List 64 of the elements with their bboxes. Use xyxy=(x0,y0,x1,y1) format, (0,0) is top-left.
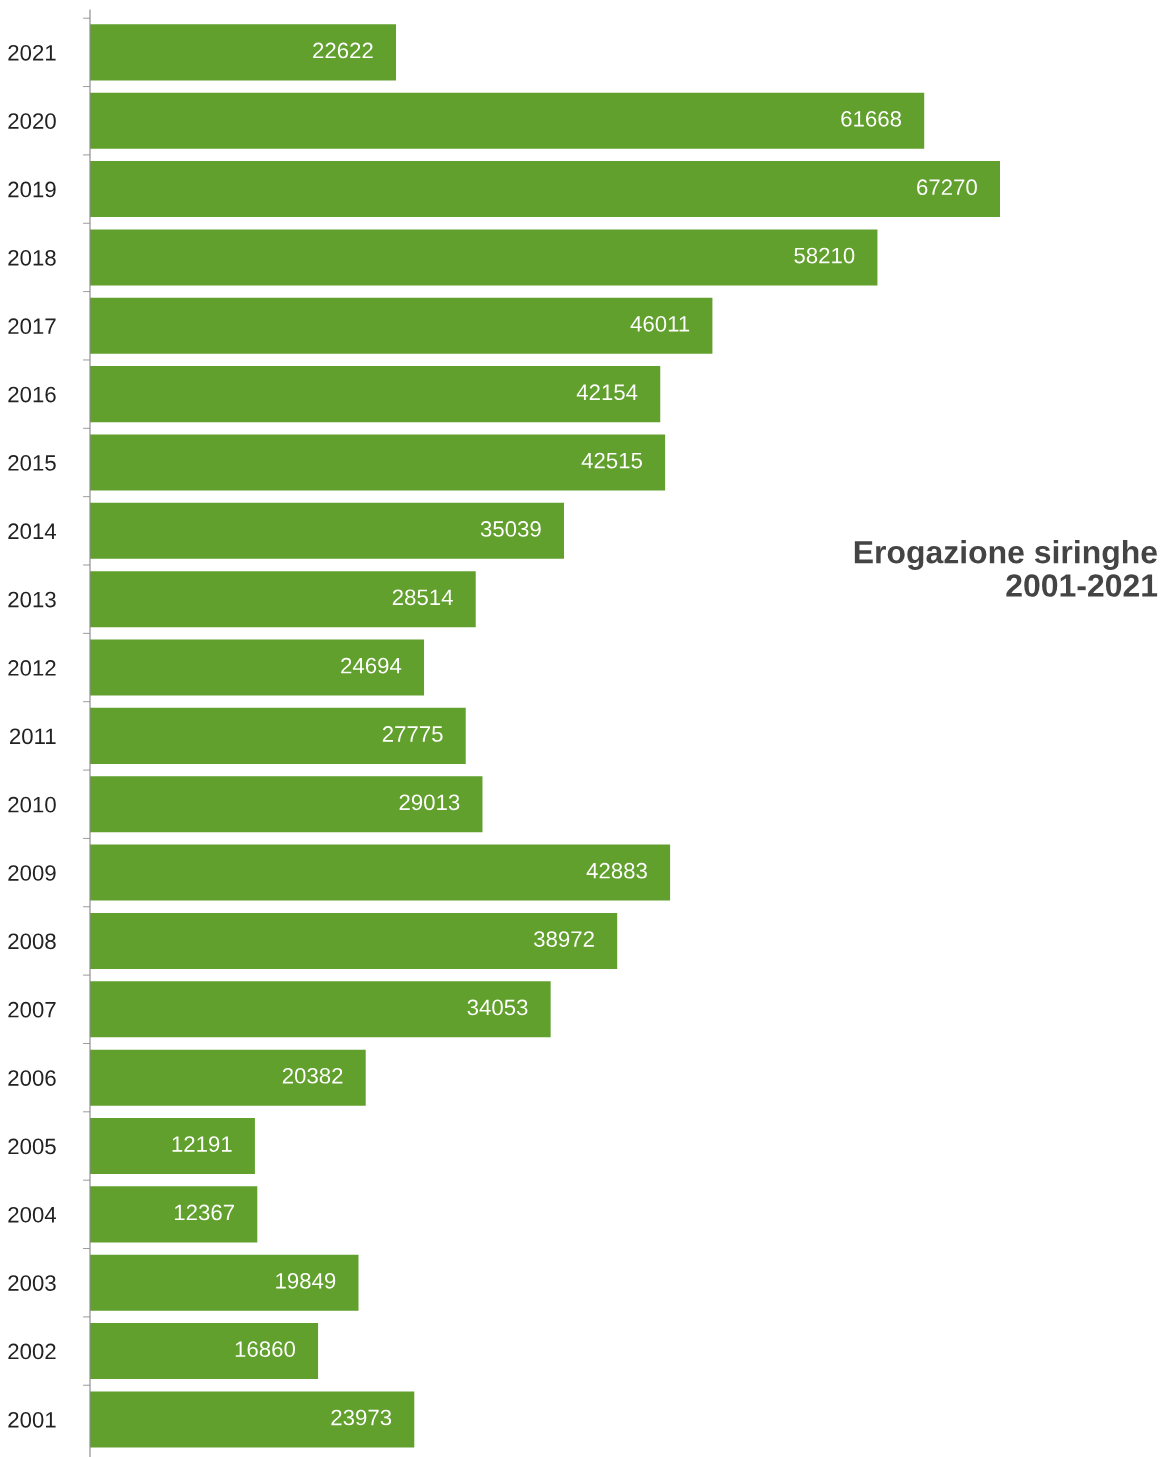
bar xyxy=(90,1117,255,1175)
y-tick-label: 2012 xyxy=(8,660,56,676)
data-label: 67270 xyxy=(917,179,977,196)
text: Erogazione siringhe 2001-2021 xyxy=(854,540,1158,597)
bar xyxy=(90,776,483,833)
bar xyxy=(90,1391,415,1448)
bar xyxy=(90,161,1000,218)
y-tick-label: 2001 xyxy=(8,1411,56,1428)
data-label: 42154 xyxy=(576,384,638,401)
bar xyxy=(90,1254,359,1311)
data-label: 22622 xyxy=(313,42,373,59)
y-tick-label: 2016 xyxy=(8,386,56,403)
bar xyxy=(90,92,925,149)
y-tick-label: 2002 xyxy=(8,1343,56,1360)
bar xyxy=(90,502,564,559)
bar xyxy=(90,1323,319,1380)
y-tick-label: 2011 xyxy=(9,728,56,745)
bar xyxy=(90,707,466,764)
bar xyxy=(90,844,671,901)
data-label: 20382 xyxy=(282,1067,343,1084)
y-tick-label: 2021 xyxy=(8,44,56,61)
y-tick-label: 2013 xyxy=(8,591,56,608)
data-label: 34053 xyxy=(467,999,528,1016)
bar xyxy=(90,639,425,696)
data-label: 23973 xyxy=(331,1409,392,1426)
data-label: 61668 xyxy=(841,110,902,127)
bar xyxy=(90,297,713,354)
bar xyxy=(90,1186,258,1243)
data-label: 38972 xyxy=(534,931,594,947)
data-label: 24694 xyxy=(341,657,402,674)
y-tick-label: 2017 xyxy=(8,318,56,335)
bar xyxy=(90,24,397,81)
y-tick-label: 2008 xyxy=(8,933,56,950)
bar xyxy=(90,571,476,628)
y-tick-label: 2007 xyxy=(8,1001,56,1018)
bar xyxy=(90,1049,366,1106)
data-label: 35039 xyxy=(480,521,541,537)
y-tick-label: 2018 xyxy=(8,249,56,266)
y-tick-label: 2009 xyxy=(8,865,56,881)
bar xyxy=(90,434,666,491)
bar xyxy=(90,912,618,969)
y-tick-label: 2014 xyxy=(8,523,57,540)
bar xyxy=(90,981,551,1038)
y-tick-label: 2019 xyxy=(8,181,56,198)
bar xyxy=(90,366,661,423)
data-label: 42515 xyxy=(581,452,642,469)
y-tick-label: 2003 xyxy=(8,1275,56,1291)
y-tick-label: 2010 xyxy=(8,796,56,813)
bar xyxy=(90,229,878,286)
y-tick-label: 2004 xyxy=(8,1206,57,1223)
data-label: 28514 xyxy=(392,589,453,606)
data-label: 46011 xyxy=(630,316,690,332)
data-label: 58210 xyxy=(794,247,855,264)
data-label: 16860 xyxy=(235,1341,295,1358)
y-tick-label: 2005 xyxy=(8,1138,56,1155)
data-label: 42883 xyxy=(586,862,647,879)
data-label: 12191 xyxy=(172,1136,232,1152)
y-tick-label: 2020 xyxy=(8,113,56,129)
y-tick-label: 2015 xyxy=(8,455,56,471)
data-label: 29013 xyxy=(399,794,460,811)
data-label: 12367 xyxy=(174,1204,234,1221)
y-tick-label: 2006 xyxy=(8,1070,56,1086)
data-label: 27775 xyxy=(382,726,443,742)
data-label: 19849 xyxy=(276,1272,336,1289)
